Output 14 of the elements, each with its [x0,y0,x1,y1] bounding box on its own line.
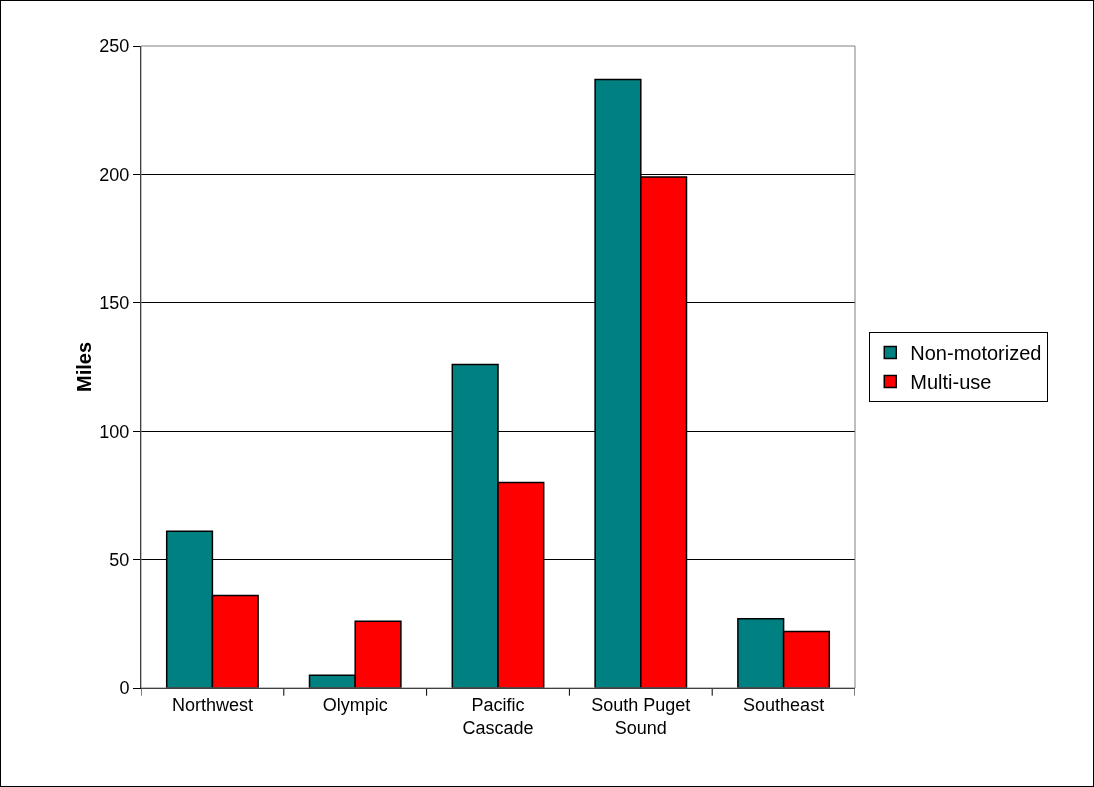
y-tick-label: 100 [99,421,130,442]
x-tick-label: Northwest [171,694,253,715]
legend-label: Multi-use [910,371,992,394]
x-tick-label: Pacific Cascade [462,694,534,738]
y-tick-label: 250 [99,36,130,57]
x-tick-label: South Puget Sound [591,694,691,738]
y-axis-title: Miles [73,341,95,393]
x-tick-label: Olympic [322,694,388,715]
legend-label: Non-motorized [910,342,1042,365]
y-tick-label: 200 [99,164,130,185]
y-tick-label: 50 [109,549,130,570]
x-tick-label: Southeast [743,694,825,715]
y-tick-label: 0 [119,678,130,699]
y-tick-label: 150 [99,293,130,314]
